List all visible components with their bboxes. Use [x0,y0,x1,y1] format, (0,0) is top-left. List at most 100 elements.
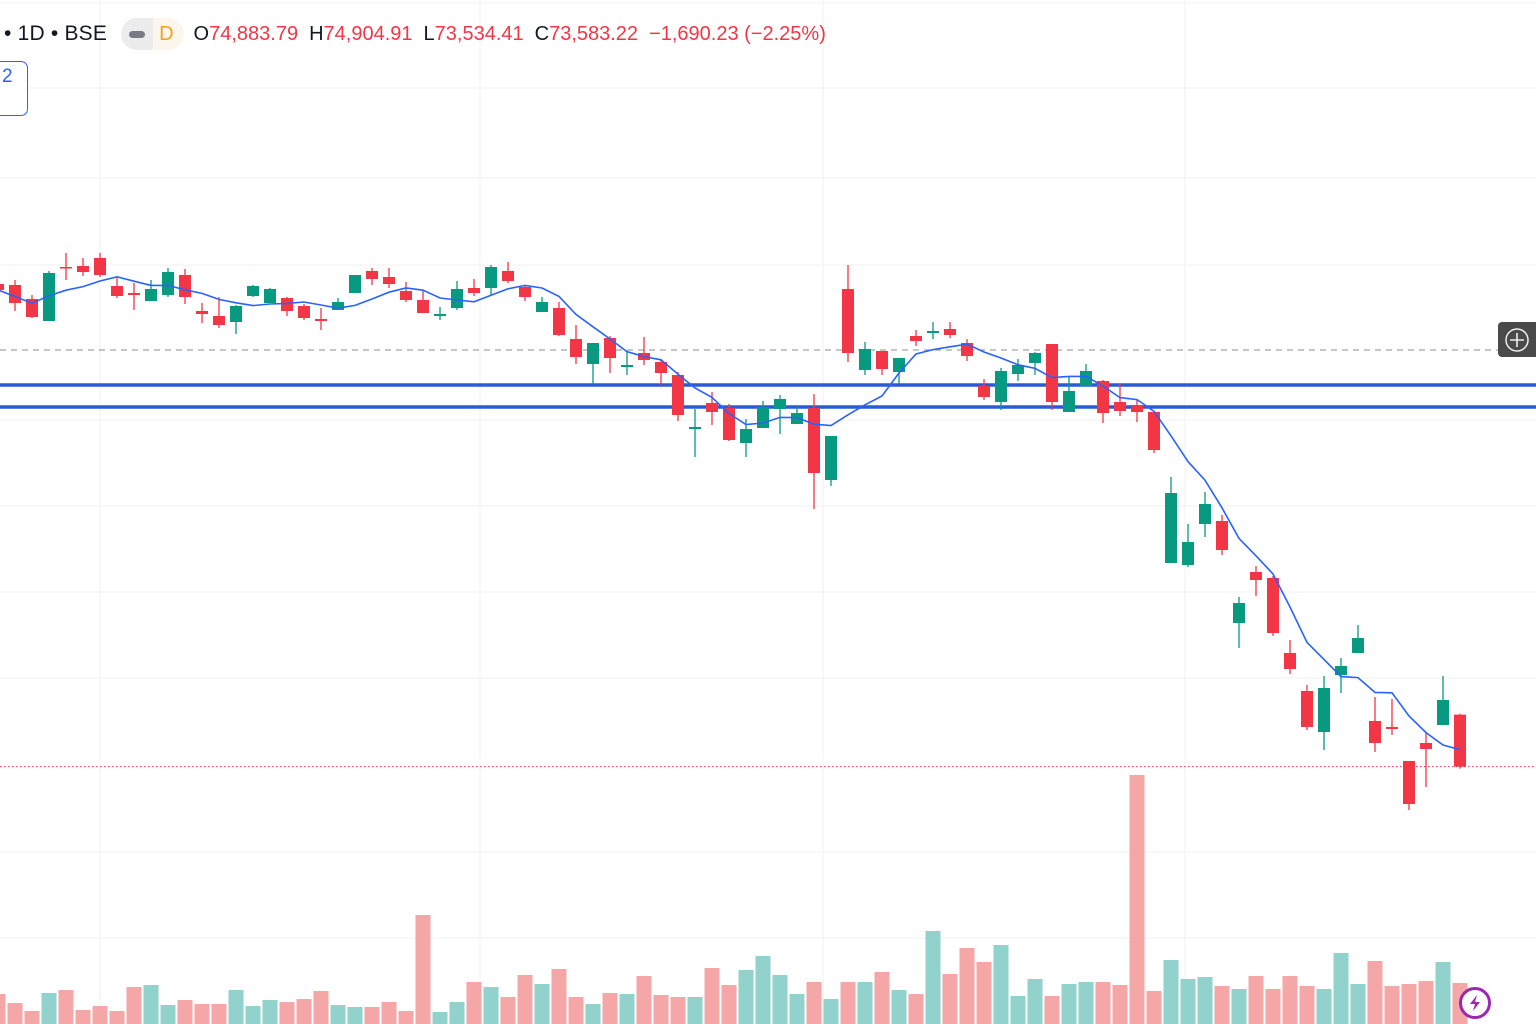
candle [621,351,633,375]
chart-legend: • 1D • BSE D O74,883.79 H74,904.91 L73,5… [4,17,826,51]
candle-body [1029,353,1041,363]
symbol-interval-exchange[interactable]: • 1D • BSE [4,22,108,45]
session-pill[interactable]: D [121,18,184,50]
volume-bar [1265,989,1281,1024]
lightning-button[interactable] [1459,987,1491,1019]
volume-bar [823,999,839,1024]
candle [264,288,276,303]
candle [927,322,939,339]
candle [502,262,514,283]
candle-body [519,287,531,297]
minus-icon [129,30,146,38]
candle-body [451,289,463,308]
volume-bar [942,974,958,1024]
candle-body [893,358,905,372]
candle-body [655,362,667,373]
candle [1352,625,1364,653]
candle-body [1335,666,1347,675]
volume-bar [1010,996,1026,1024]
candle-body [9,285,21,303]
candle-body [1318,688,1330,732]
volume-bar [551,969,567,1024]
candle [128,283,140,310]
volume-bar [1231,989,1247,1024]
lightning-icon [1470,995,1480,1011]
volume-bar [1112,985,1128,1024]
volume-bar [398,1011,414,1024]
plus-circle-icon [1505,327,1529,352]
candle [1386,699,1398,735]
candle-body [1284,653,1296,669]
candle-body [485,267,497,288]
candle-body [621,365,633,367]
volume-bar [1095,982,1111,1024]
candle-body [468,288,480,293]
candle [1437,676,1449,725]
candle [1216,515,1228,555]
candle-body [1046,344,1058,402]
candle [689,409,701,457]
candle [876,351,888,375]
volume-bar [7,1003,23,1024]
candle-body [162,272,174,295]
indicator-count-badge[interactable]: 2 [0,61,28,116]
session-badge: D [153,18,184,50]
candle [1199,492,1211,537]
volume-bar [1044,996,1060,1024]
volume-bar [1129,775,1145,1024]
volume-bar [1282,976,1298,1024]
candle-body [111,286,123,296]
volume-bar [568,997,584,1024]
volume-bar [313,991,329,1024]
candle-body [247,286,259,296]
candle [451,281,463,310]
candle-body [1165,493,1177,563]
volume-bar [262,1000,278,1024]
candle [26,295,38,318]
candle-body [791,413,803,424]
volume-bar [143,985,159,1024]
candle [774,395,786,434]
candle [1029,352,1041,375]
volume-bar [755,956,771,1024]
candle-body [1182,542,1194,565]
volume-bar [41,993,57,1024]
candle-body [927,331,939,333]
candle-body [1063,391,1075,412]
volume-bar [1350,984,1366,1024]
volume-bar [993,945,1009,1024]
candle-body [349,275,361,293]
candle [893,358,905,384]
candle-body [1454,714,1466,767]
volume-bar [228,990,244,1024]
candle-body [383,277,395,284]
volume-bar [1384,986,1400,1024]
candle-body [1301,691,1313,727]
candle [808,394,820,509]
candle-body [315,319,327,321]
volume-bar [1316,989,1332,1024]
candle-body [1148,412,1160,450]
add-level-button[interactable] [1498,322,1536,357]
high-value: 74,904.91 [323,22,413,45]
volume-bar [1401,984,1417,1024]
volume-bar [109,1011,125,1024]
candles [0,253,1466,810]
candle [468,279,480,296]
candle-body [60,267,72,269]
candle-body [978,386,990,397]
candle [281,297,293,316]
candle-body [1216,521,1228,550]
candle [519,285,531,301]
volume-bar [432,1012,448,1024]
volume-bar [619,994,635,1024]
volume-bar [381,1002,397,1024]
volume-bar [1435,962,1451,1024]
volume-bar [1027,979,1043,1024]
candle-body [1352,638,1364,653]
candle [434,307,446,320]
candle-body [230,306,242,322]
volume-bar [500,997,516,1024]
